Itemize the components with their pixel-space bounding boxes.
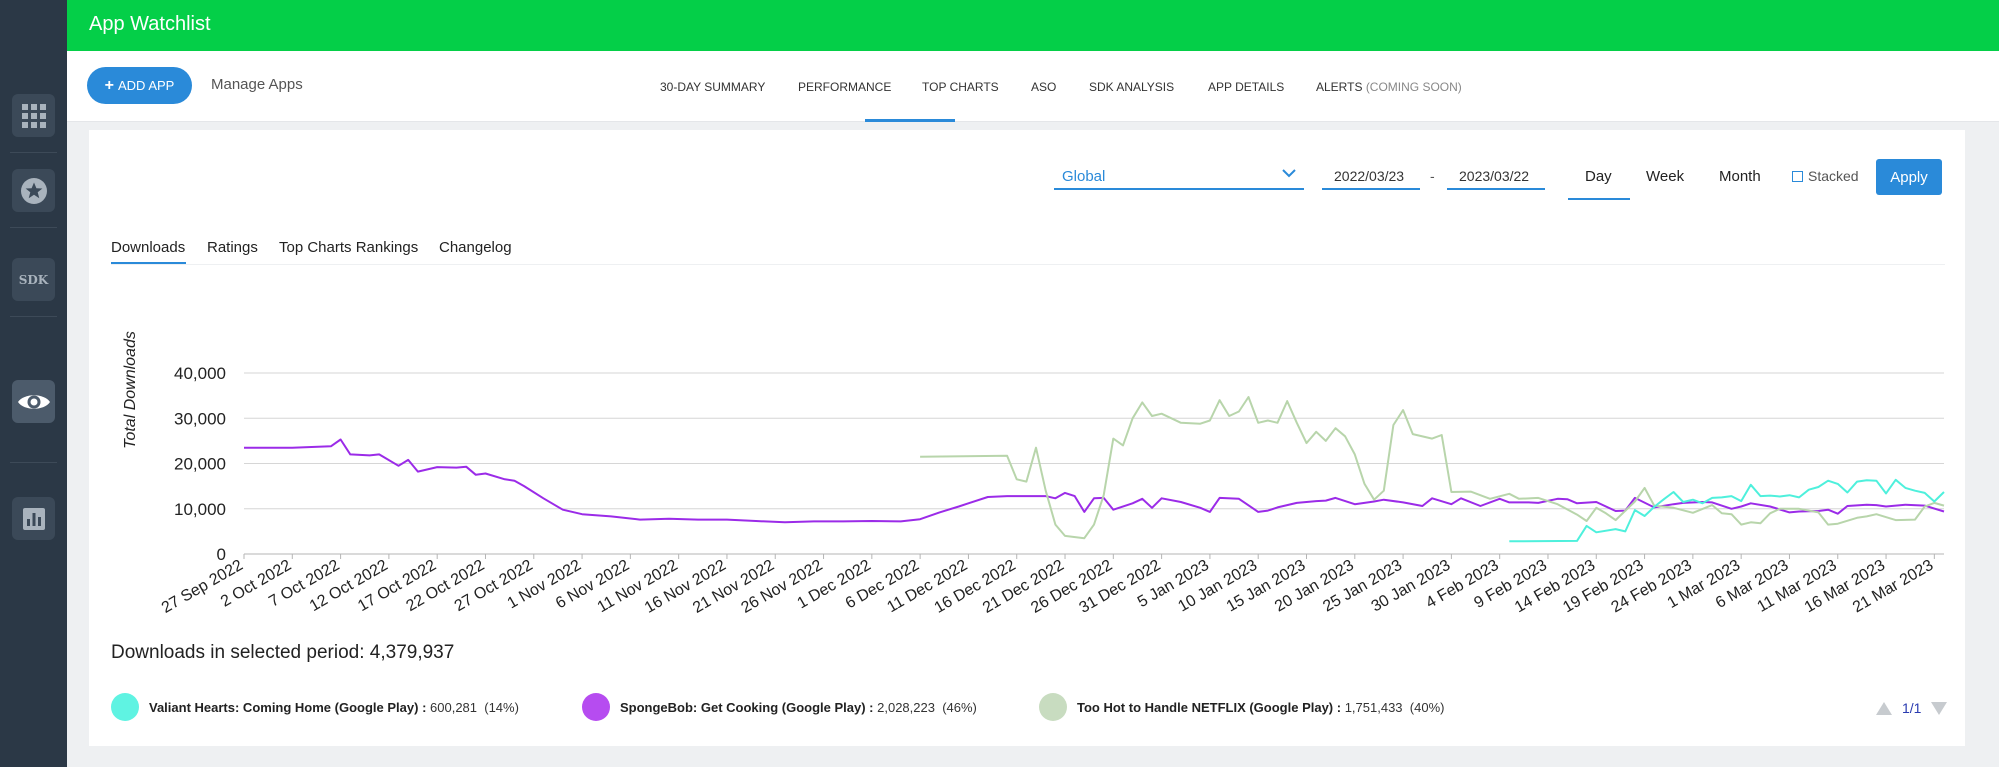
region-value: Global	[1062, 168, 1106, 185]
tab-sdk-analysis[interactable]: SDK ANALYSIS	[1089, 80, 1175, 94]
sidebar-divider	[10, 316, 57, 317]
legend-dot	[111, 693, 139, 721]
tab-top-charts[interactable]: TOP CHARTS	[922, 80, 999, 94]
downloads-summary: Downloads in selected period: 4,379,937	[111, 642, 454, 664]
date-separator: -	[1430, 168, 1435, 184]
tab-downloads[interactable]: Downloads	[111, 239, 186, 256]
legend-item[interactable]: SpongeBob: Get Cooking (Google Play) : 2…	[582, 693, 977, 721]
y-tick-label: 0	[217, 545, 226, 564]
tab-aso[interactable]: ASO	[1031, 80, 1057, 94]
tab-performance[interactable]: PERFORMANCE	[798, 80, 892, 94]
series-line	[920, 396, 1945, 540]
sidebar-item-favorites[interactable]	[12, 169, 55, 212]
tab-30-day-summary[interactable]: 30-DAY SUMMARY	[660, 80, 766, 94]
app-title: App Watchlist	[89, 13, 211, 35]
sidebar-item-apps[interactable]	[12, 94, 55, 137]
legend-dot	[582, 693, 610, 721]
y-tick-label: 20,000	[174, 455, 226, 474]
sidebar: SDK	[0, 51, 67, 767]
legend-pager: 1/1	[1876, 700, 1948, 716]
legend-value: 1,751,433	[1344, 699, 1403, 715]
subtab-active-indicator	[111, 262, 186, 264]
period-week-button[interactable]: Week	[1646, 168, 1685, 185]
legend-value: 600,281	[430, 699, 478, 715]
legend-item[interactable]: Valiant Hearts: Coming Home (Google Play…	[111, 693, 519, 721]
sidebar-item-reports[interactable]	[12, 497, 55, 540]
legend-item[interactable]: Too Hot to Handle NETFLIX (Google Play) …	[1039, 693, 1444, 721]
eye-icon	[17, 394, 50, 409]
bar-chart-icon	[22, 507, 45, 530]
region-select[interactable]: Global	[1054, 160, 1304, 190]
chart-grid	[244, 372, 1944, 555]
tab-top-charts-rankings[interactable]: Top Charts Rankings	[279, 239, 419, 256]
stacked-toggle[interactable]: Stacked	[1792, 168, 1859, 184]
tab-changelog[interactable]: Changelog	[439, 239, 512, 256]
period-month-button[interactable]: Month	[1719, 168, 1761, 185]
tab-alerts-label: ALERTS	[1316, 80, 1363, 94]
tab-ratings[interactable]: Ratings	[207, 239, 258, 256]
chart-series	[244, 396, 1945, 543]
top-bar: App Watchlist	[0, 0, 1999, 51]
page-up-icon[interactable]	[1876, 701, 1892, 715]
logo-block	[0, 0, 67, 51]
sidebar-divider	[10, 227, 57, 228]
active-tab-indicator	[865, 119, 955, 122]
period-active-indicator	[1568, 198, 1630, 200]
sdk-icon: SDK	[18, 272, 49, 287]
manage-apps-link[interactable]: Manage Apps	[211, 76, 303, 93]
plus-icon: +	[104, 76, 114, 94]
legend-name: SpongeBob: Get Cooking (Google Play)	[620, 699, 866, 715]
date-to-input[interactable]: 2023/03/22	[1447, 160, 1545, 190]
date-from-input[interactable]: 2022/03/23	[1322, 160, 1420, 190]
legend-dot	[1039, 693, 1067, 721]
sidebar-item-sdk[interactable]: SDK	[12, 258, 55, 301]
apply-button[interactable]: Apply	[1876, 159, 1942, 195]
header: + ADD APP Manage Apps 30-DAY SUMMARY PER…	[67, 51, 1999, 122]
legend-value: 2,028,223	[877, 699, 935, 715]
sidebar-divider	[10, 152, 57, 153]
star-icon	[20, 177, 47, 204]
performance-panel: Global 2022/03/23 - 2023/03/22 Day Week …	[89, 130, 1965, 746]
y-tick-label: 10,000	[174, 500, 226, 519]
y-axis-label: Total Downloads	[122, 331, 139, 449]
legend-pct: (40%)	[1409, 699, 1445, 715]
series-line	[1509, 478, 1945, 543]
chevron-down-icon	[1282, 169, 1296, 178]
sidebar-item-watchlist[interactable]	[12, 380, 55, 423]
legend-pct: (14%)	[484, 699, 519, 715]
series-line	[244, 438, 1945, 524]
y-axis-ticks: 0 10,000 20,000 30,000 40,000	[174, 364, 226, 564]
tab-app-details[interactable]: APP DETAILS	[1208, 80, 1285, 94]
legend-pct: (46%)	[942, 699, 977, 715]
page-down-icon[interactable]	[1931, 701, 1948, 715]
y-tick-label: 40,000	[174, 364, 226, 383]
stacked-checkbox[interactable]	[1792, 170, 1803, 182]
sidebar-divider	[10, 462, 57, 463]
subtab-divider	[111, 264, 1945, 265]
y-tick-label: 30,000	[174, 409, 226, 428]
legend-name: Valiant Hearts: Coming Home (Google Play…	[149, 699, 419, 715]
add-app-button[interactable]: + ADD APP	[87, 67, 192, 104]
period-day-button[interactable]: Day	[1585, 168, 1612, 185]
summary-value: 4,379,937	[369, 642, 455, 663]
grid-icon	[21, 103, 46, 128]
stacked-label: Stacked	[1808, 168, 1859, 184]
page-indicator: 1/1	[1902, 700, 1922, 716]
tab-alerts[interactable]: ALERTS (COMING SOON)	[1316, 80, 1462, 94]
add-app-label: ADD APP	[117, 78, 175, 93]
tab-alerts-suffix: (COMING SOON)	[1365, 80, 1462, 94]
legend-name: Too Hot to Handle NETFLIX (Google Play)	[1077, 699, 1334, 715]
summary-label: Downloads in selected period:	[111, 642, 365, 663]
